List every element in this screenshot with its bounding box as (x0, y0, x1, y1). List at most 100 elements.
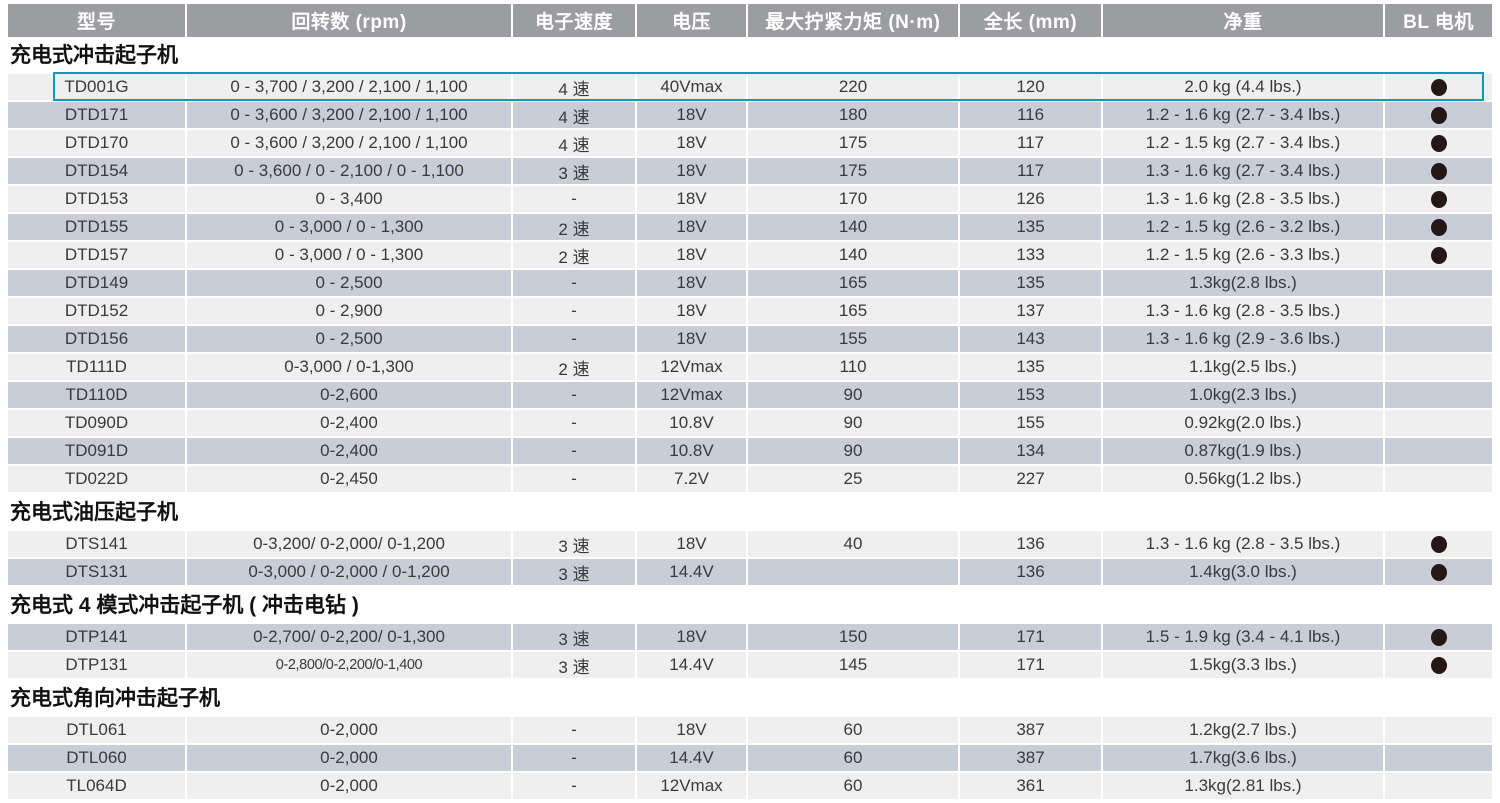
cell-speed: 3 速 (513, 559, 637, 585)
cell-torque: 110 (748, 354, 960, 380)
cell-length: 227 (960, 466, 1103, 492)
cell-speed: 4 速 (513, 130, 637, 156)
cell-bl (1385, 773, 1492, 799)
cell-torque: 90 (748, 410, 960, 436)
cell-torque: 145 (748, 652, 960, 678)
cell-bl (1385, 354, 1492, 380)
cell-weight: 1.3 - 1.6 kg (2.8 - 3.5 lbs.) (1103, 531, 1385, 557)
cell-weight: 1.3 - 1.6 kg (2.7 - 3.4 lbs.) (1103, 158, 1385, 184)
cell-model: DTD171 (8, 102, 187, 128)
cell-weight: 0.92kg(2.0 lbs.) (1103, 410, 1385, 436)
cell-voltage: 40Vmax (637, 74, 748, 100)
cell-rpm: 0 - 2,500 (187, 270, 513, 296)
cell-model: TD001G (8, 74, 187, 100)
cell-voltage: 12Vmax (637, 382, 748, 408)
cell-voltage: 18V (637, 326, 748, 352)
cell-rpm: 0-2,000 (187, 717, 513, 743)
cell-length: 126 (960, 186, 1103, 212)
cell-model: DTS131 (8, 559, 187, 585)
bl-motor-dot (1430, 535, 1447, 553)
cell-rpm: 0-2,400 (187, 410, 513, 436)
cell-weight: 1.0kg(2.3 lbs.) (1103, 382, 1385, 408)
cell-torque: 90 (748, 382, 960, 408)
cell-speed: - (513, 382, 637, 408)
cell-weight: 1.2 - 1.5 kg (2.6 - 3.2 lbs.) (1103, 214, 1385, 240)
bl-motor-dot (1430, 218, 1447, 236)
cell-speed: - (513, 410, 637, 436)
bl-motor-dot (1430, 563, 1447, 581)
cell-voltage: 18V (637, 298, 748, 324)
cell-model: TD111D (8, 354, 187, 380)
cell-model: DTD149 (8, 270, 187, 296)
cell-model: TD022D (8, 466, 187, 492)
table-row-DTD171: DTD171 0 - 3,600 / 3,200 / 2,100 / 1,100 4… (8, 102, 1492, 128)
cell-model: DTD156 (8, 326, 187, 352)
cell-model: DTD157 (8, 242, 187, 268)
cell-voltage: 14.4V (637, 745, 748, 771)
cell-torque: 220 (748, 74, 960, 100)
cell-bl (1385, 624, 1492, 650)
cell-rpm: 0-3,000 / 0-2,000 / 0-1,200 (187, 559, 513, 585)
cell-bl (1385, 242, 1492, 268)
cell-length: 120 (960, 74, 1103, 100)
cell-voltage: 10.8V (637, 438, 748, 464)
column-header-voltage: 电压 (637, 4, 748, 37)
cell-speed: 2 速 (513, 214, 637, 240)
cell-length: 155 (960, 410, 1103, 436)
cell-torque: 60 (748, 773, 960, 799)
cell-speed: - (513, 186, 637, 212)
cell-weight: 1.1kg(2.5 lbs.) (1103, 354, 1385, 380)
cell-length: 361 (960, 773, 1103, 799)
cell-bl (1385, 652, 1492, 678)
column-header-weight: 净重 (1103, 4, 1385, 37)
cell-model: DTP141 (8, 624, 187, 650)
cell-bl (1385, 745, 1492, 771)
cell-length: 137 (960, 298, 1103, 324)
cell-voltage: 14.4V (637, 559, 748, 585)
cell-speed: - (513, 745, 637, 771)
cell-torque: 165 (748, 298, 960, 324)
cell-rpm: 0 - 3,600 / 3,200 / 2,100 / 1,100 (187, 130, 513, 156)
table-row-TD091D: TD091D 0-2,400-10.8V 90 134 0.87kg(1.9 lbs.) (8, 438, 1492, 464)
cell-voltage: 18V (637, 102, 748, 128)
cell-rpm: 0 - 3,600 / 3,200 / 2,100 / 1,100 (187, 102, 513, 128)
cell-model: DTS141 (8, 531, 187, 557)
cell-model: TD091D (8, 438, 187, 464)
cell-voltage: 18V (637, 130, 748, 156)
cell-rpm: 0 - 3,000 / 0 - 1,300 (187, 214, 513, 240)
column-header-rpm: 回转数 (rpm) (187, 4, 513, 37)
cell-bl (1385, 410, 1492, 436)
cell-voltage: 12Vmax (637, 773, 748, 799)
cell-speed: 3 速 (513, 531, 637, 557)
cell-weight: 1.2 - 1.5 kg (2.6 - 3.3 lbs.) (1103, 242, 1385, 268)
cell-speed: - (513, 438, 637, 464)
cell-bl (1385, 559, 1492, 585)
cell-length: 135 (960, 354, 1103, 380)
table-row-TD110D: TD110D 0-2,600-12Vmax 90 153 1.0kg(2.3 lbs.) (8, 382, 1492, 408)
table-row-DTD154: DTD154 0 - 3,600 / 0 - 2,100 / 0 - 1,100 3… (8, 158, 1492, 184)
cell-rpm: 0-2,000 (187, 745, 513, 771)
cell-speed: - (513, 466, 637, 492)
cell-weight: 1.3kg(2.81 lbs.) (1103, 773, 1385, 799)
section-title-3: 充电式 4 模式冲击起子机 ( 冲击电钻 ) (8, 587, 1492, 624)
table-row-DTD156: DTD156 0 - 2,500-18V 155 143 1.3 - 1.6 kg (2… (8, 326, 1492, 352)
table-row-TD001G[interactable]: TD001G 0 - 3,700 / 3,200 / 2,100 / 1,100 4… (8, 72, 1492, 101)
cell-bl (1385, 717, 1492, 743)
cell-model: DTD152 (8, 298, 187, 324)
cell-weight: 1.2kg(2.7 lbs.) (1103, 717, 1385, 743)
cell-bl (1385, 74, 1492, 100)
cell-torque: 180 (748, 102, 960, 128)
table-row-DTL061: DTL061 0-2,000-18V 60 387 1.2kg(2.7 lbs.) (8, 717, 1492, 743)
cell-length: 136 (960, 531, 1103, 557)
cell-speed: 3 速 (513, 652, 637, 678)
cell-torque: 170 (748, 186, 960, 212)
cell-torque: 175 (748, 130, 960, 156)
cell-weight: 1.3kg(2.8 lbs.) (1103, 270, 1385, 296)
cell-rpm: 0-2,800/0-2,200/0-1,400 (187, 652, 513, 678)
cell-voltage: 18V (637, 270, 748, 296)
table-row-DTS141: DTS141 0-3,200/ 0-2,000/ 0-1,200 3 速 18V 40 1… (8, 531, 1492, 557)
cell-length: 171 (960, 624, 1103, 650)
table-row-DTS131: DTS131 0-3,000 / 0-2,000 / 0-1,200 3 速 14.4… (8, 559, 1492, 585)
cell-torque: 150 (748, 624, 960, 650)
column-header-torque: 最大拧紧力矩 (N·m) (748, 4, 960, 37)
